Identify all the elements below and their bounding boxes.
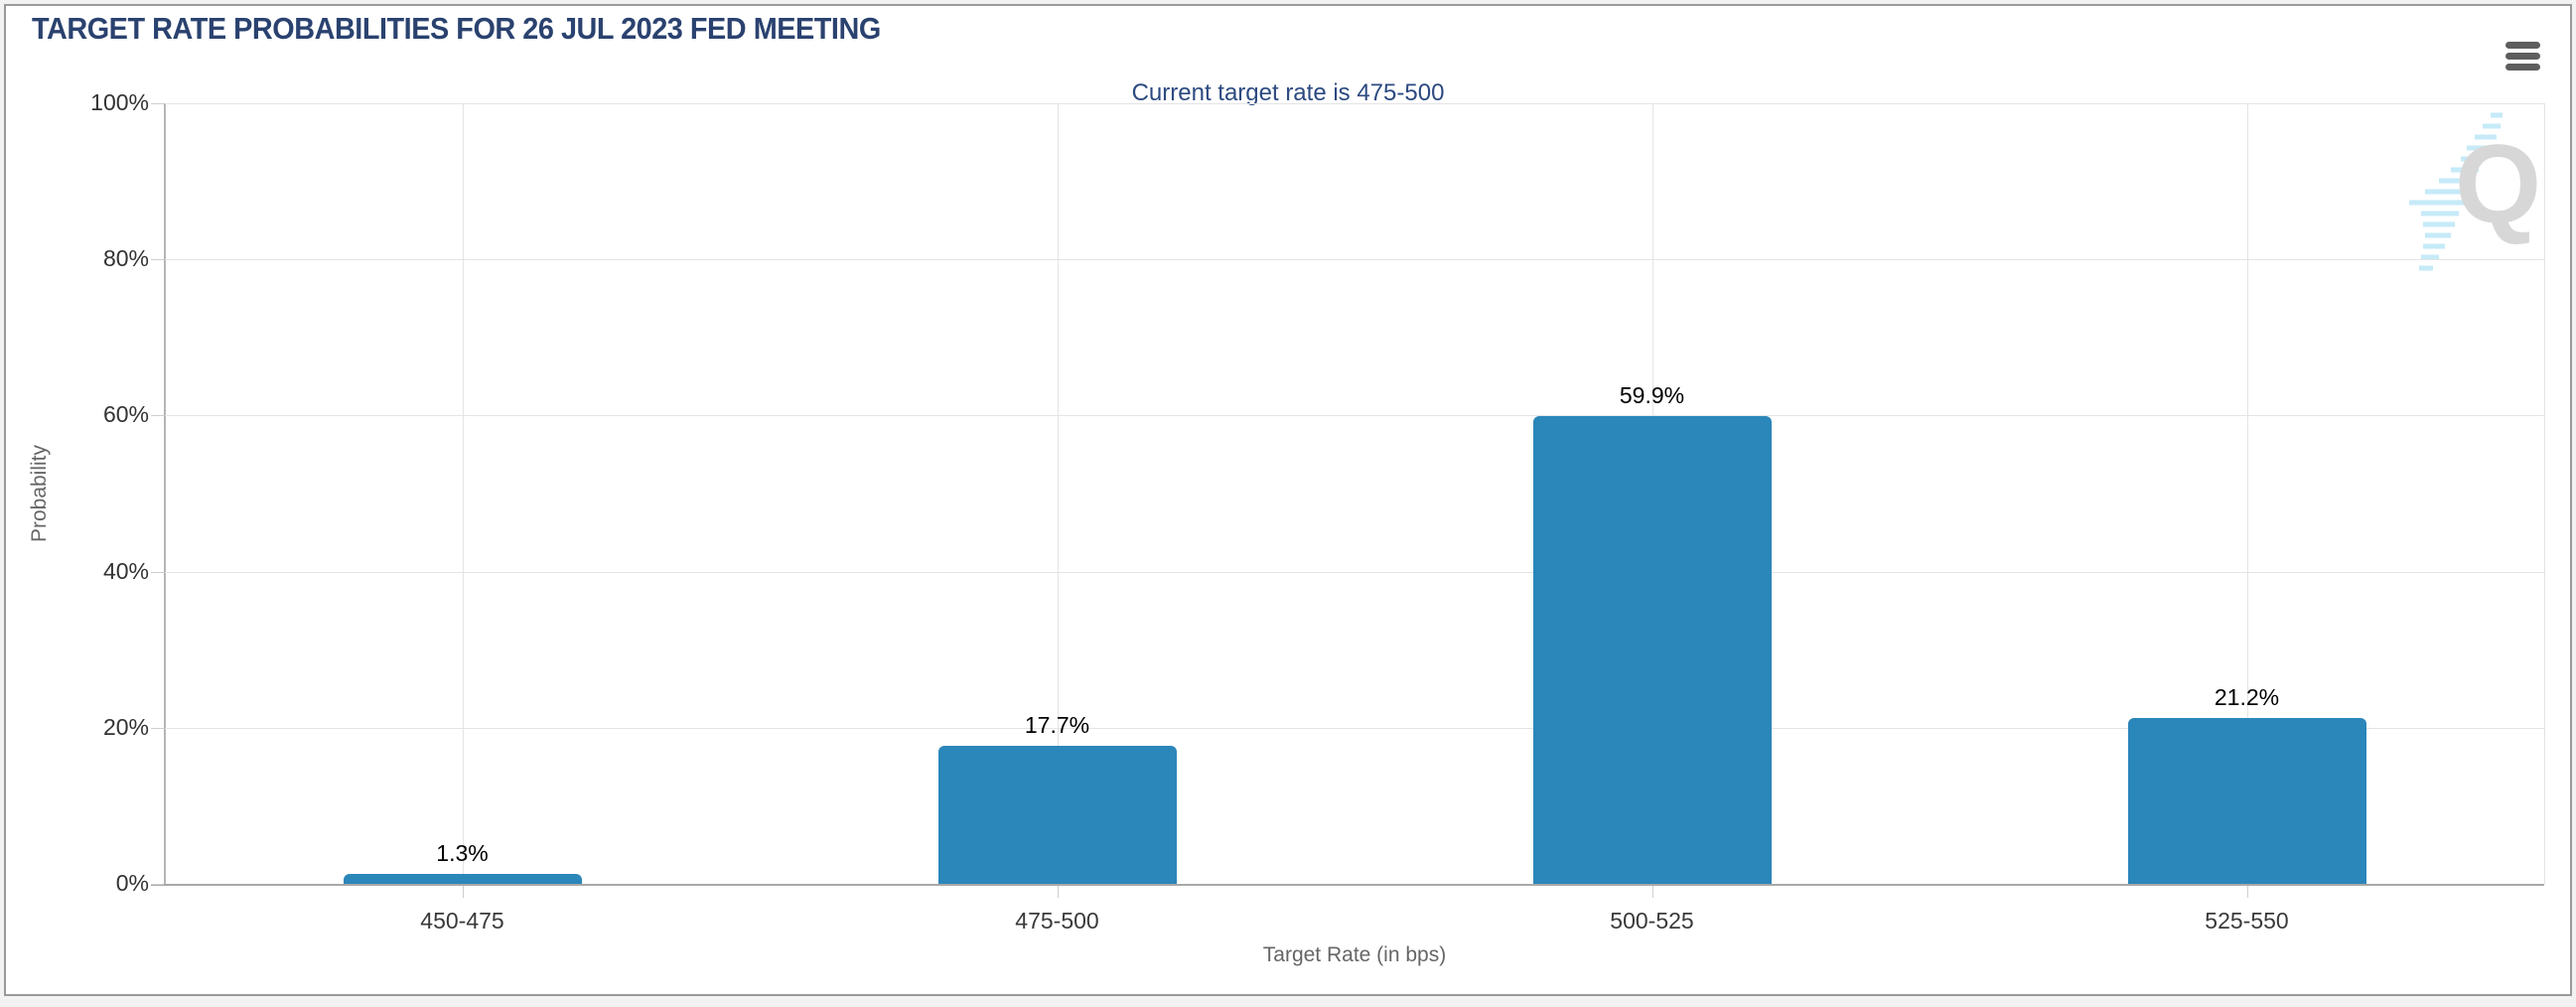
hamburger-menu-icon[interactable] [2505, 42, 2540, 72]
y-axis-tick [151, 259, 164, 261]
y-grid-line [165, 259, 2544, 261]
y-tick-label: 60% [102, 401, 149, 428]
y-tick-label: 0% [115, 870, 149, 896]
x-grid-line [2246, 103, 2248, 884]
bar-475-500[interactable] [937, 745, 1177, 884]
x-axis-tick [462, 886, 464, 898]
bar-500-525[interactable] [1532, 416, 1772, 884]
y-grid-line [165, 571, 2544, 573]
bar-value-label: 21.2% [2214, 684, 2280, 711]
x-axis-tick [2246, 886, 2248, 898]
hamburger-bar [2505, 42, 2540, 49]
bar-value-label: 59.9% [1619, 382, 1685, 409]
q-logo-watermark: Q [2379, 105, 2576, 294]
hamburger-bar [2505, 53, 2540, 60]
x-category-label: 525-550 [2205, 908, 2289, 934]
x-category-label: 500-525 [1610, 908, 1694, 934]
chart-title: TARGET RATE PROBABILITIES FOR 26 JUL 202… [32, 11, 881, 46]
x-category-label: 475-500 [1015, 908, 1099, 934]
y-tick-label: 40% [102, 557, 149, 584]
bar-525-550[interactable] [2127, 718, 2366, 884]
q-logo-dashes-icon [2409, 112, 2503, 271]
chart-subtitle: Current target rate is 475-500 [1131, 79, 1445, 106]
hamburger-bar [2505, 64, 2540, 71]
y-grid-line [165, 415, 2544, 417]
x-grid-line-right-edge [2544, 103, 2545, 884]
bar-value-label: 17.7% [1024, 711, 1090, 738]
chart-card: TARGET RATE PROBABILITIES FOR 26 JUL 202… [4, 4, 2572, 996]
y-axis-tick [151, 884, 164, 885]
y-axis-title: Probability [28, 444, 51, 543]
y-tick-label: 20% [102, 713, 149, 740]
plot-area: 0% 20% 40% 60% 80% 100% 1.3% 450-475 17.7% 475-50… [6, 6, 2570, 994]
y-axis-tick [151, 415, 164, 417]
q-logo-letter: Q [2455, 122, 2542, 246]
y-axis-tick [151, 103, 164, 104]
y-grid-line [165, 103, 2544, 104]
x-axis-tick [1057, 886, 1059, 898]
x-axis-tick [1651, 886, 1653, 898]
y-axis-tick [151, 571, 164, 573]
x-grid-line [462, 103, 464, 884]
bar-value-label: 1.3% [436, 839, 489, 866]
y-tick-label: 100% [90, 89, 149, 115]
x-category-label: 450-475 [420, 908, 504, 934]
x-axis-title: Target Rate (in bps) [1262, 943, 1447, 966]
bar-450-475[interactable] [343, 873, 582, 884]
x-axis-baseline [151, 884, 2544, 886]
y-tick-label: 80% [102, 245, 149, 272]
y-axis-tick [151, 727, 164, 729]
y-grid-line [165, 727, 2544, 729]
y-axis-line [164, 103, 166, 884]
x-grid-line [1057, 103, 1059, 884]
